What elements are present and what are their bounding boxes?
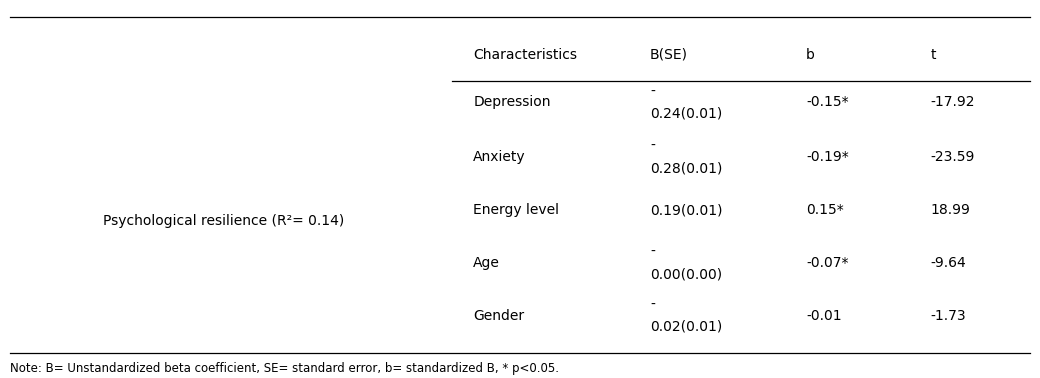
Text: -: - xyxy=(650,245,655,259)
Text: -23.59: -23.59 xyxy=(931,150,976,164)
Text: Psychological resilience (R²= 0.14): Psychological resilience (R²= 0.14) xyxy=(103,214,344,228)
Text: Note: B= Unstandardized beta coefficient, SE= standard error, b= standardized B,: Note: B= Unstandardized beta coefficient… xyxy=(10,362,560,375)
Text: 0.15*: 0.15* xyxy=(806,203,843,217)
Text: -0.19*: -0.19* xyxy=(806,150,849,164)
Text: Characteristics: Characteristics xyxy=(473,48,577,62)
Text: Depression: Depression xyxy=(473,95,551,110)
Text: b: b xyxy=(806,48,815,62)
Text: -0.15*: -0.15* xyxy=(806,95,849,110)
Text: B(SE): B(SE) xyxy=(650,48,688,62)
Text: 0.24(0.01): 0.24(0.01) xyxy=(650,106,722,121)
Text: t: t xyxy=(931,48,936,62)
Text: -: - xyxy=(650,298,655,312)
Text: -1.73: -1.73 xyxy=(931,309,966,323)
Text: 0.19(0.01): 0.19(0.01) xyxy=(650,203,723,217)
Text: -0.01: -0.01 xyxy=(806,309,841,323)
Text: Age: Age xyxy=(473,256,500,270)
Text: -17.92: -17.92 xyxy=(931,95,976,110)
Text: 0.28(0.01): 0.28(0.01) xyxy=(650,161,723,175)
Text: Anxiety: Anxiety xyxy=(473,150,526,164)
Text: 0.02(0.01): 0.02(0.01) xyxy=(650,320,722,334)
Text: -: - xyxy=(650,139,655,153)
Text: -: - xyxy=(650,84,655,99)
Text: -0.07*: -0.07* xyxy=(806,256,849,270)
Text: Gender: Gender xyxy=(473,309,524,323)
Text: -9.64: -9.64 xyxy=(931,256,966,270)
Text: 0.00(0.00): 0.00(0.00) xyxy=(650,267,722,281)
Text: 18.99: 18.99 xyxy=(931,203,970,217)
Text: Energy level: Energy level xyxy=(473,203,560,217)
